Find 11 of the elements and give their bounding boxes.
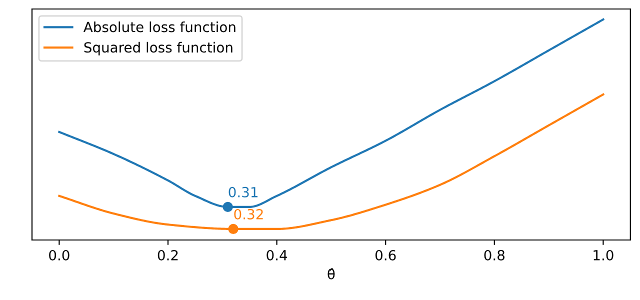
x-tick-label: 0.4 <box>266 250 288 260</box>
x-axis-title: θ̂ <box>328 268 335 280</box>
annotation: 0.32 <box>234 208 263 220</box>
x-tick-label: 0.0 <box>49 250 70 260</box>
legend-label: Absolute loss function <box>83 22 236 32</box>
x-tick-label: 0.2 <box>158 250 178 260</box>
x-tick-label: 0.8 <box>484 250 504 260</box>
x-tick-label: 1.0 <box>594 250 614 260</box>
annotation: 0.31 <box>228 186 258 198</box>
legend-label: Squared loss function <box>84 42 232 56</box>
x-tick-label: 0.6 <box>375 250 396 260</box>
